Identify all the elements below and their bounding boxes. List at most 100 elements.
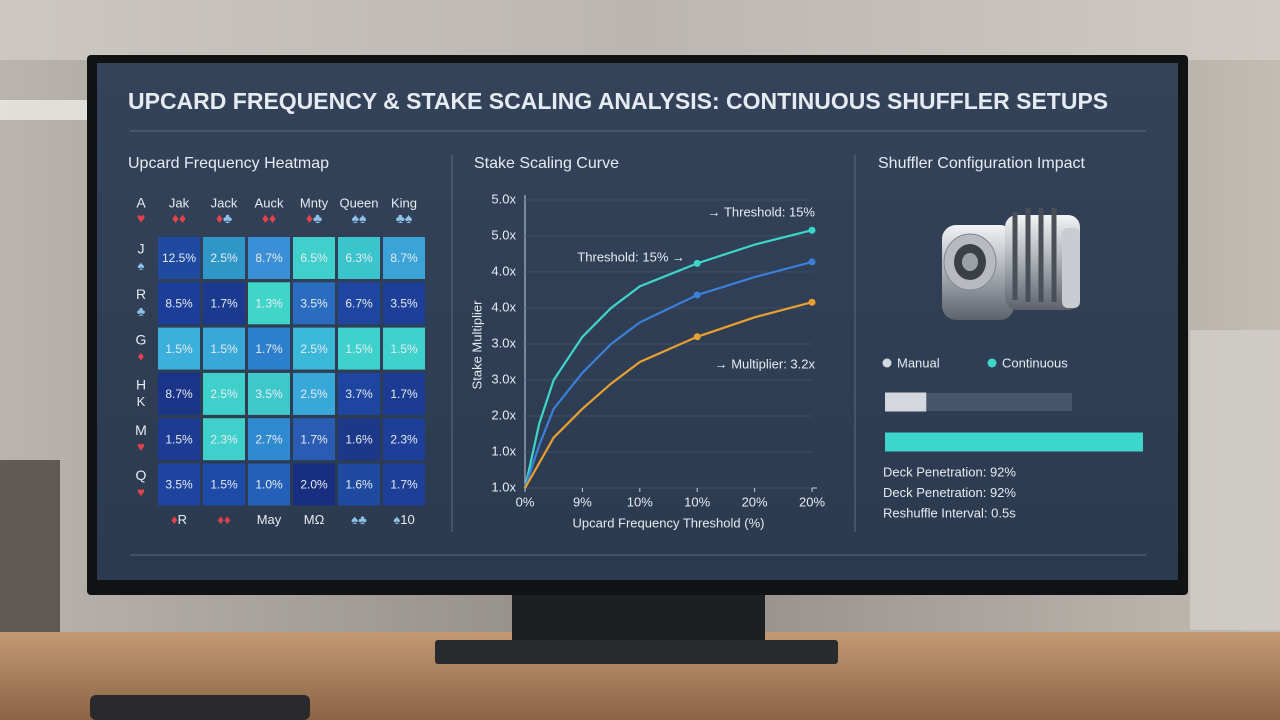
footer-label: May [257, 512, 282, 527]
monitor-base [435, 640, 838, 664]
cell-label: 2.5% [300, 387, 328, 401]
cell-label: 2.0% [300, 478, 328, 492]
x-tick-label: 0% [516, 494, 535, 509]
heatmap-cell [158, 372, 200, 415]
point-marker [693, 259, 701, 267]
cell-label: 6.5% [300, 251, 328, 265]
corner-label: A [136, 195, 146, 211]
panel-title: Shuffler Configuration Impact [878, 155, 1085, 172]
annotation: Threshold: 15% → [577, 249, 685, 264]
heatmap-cell [338, 372, 380, 415]
x-tick-label: 10% [684, 494, 710, 509]
cell-label: 8.7% [165, 387, 193, 401]
cell-label: 3.5% [165, 478, 193, 492]
column-suit: ♣♠ [396, 210, 413, 226]
legend-label: Manual [897, 355, 940, 370]
cell-label: 3.5% [255, 387, 283, 401]
heatmap-cell [293, 372, 335, 415]
cell-label: 6.7% [345, 296, 373, 310]
cell-label: 8.7% [390, 251, 418, 265]
row-label: Q [136, 467, 147, 483]
x-axis-label: Upcard Frequency Threshold (%) [573, 515, 765, 530]
column-label: Queen [339, 195, 378, 210]
monitor-neck [512, 585, 765, 647]
heatmap-cell [383, 327, 425, 370]
heatmap-cell [293, 282, 335, 325]
heatmap-cell [248, 237, 290, 279]
cell-label: 8.7% [255, 251, 283, 265]
heatmap-cell [293, 327, 335, 370]
cell-label: 1.6% [345, 432, 373, 446]
row-label: G [136, 331, 147, 347]
point-marker [693, 291, 701, 299]
ceiling [0, 0, 1280, 60]
cell-label: 1.5% [345, 342, 373, 356]
cell-label: 1.6% [345, 478, 373, 492]
cell-label: 2.5% [210, 387, 238, 401]
footer-label: MΩ [304, 512, 325, 527]
heatmap-cell [203, 463, 245, 506]
corner-suit: ♥ [137, 210, 145, 226]
point-marker [693, 333, 701, 341]
cell-label: 1.7% [390, 478, 418, 492]
heatmap-cell [293, 463, 335, 506]
heatmap-cell [383, 282, 425, 325]
y-tick-label: 4.0x [491, 299, 516, 314]
cell-label: 1.5% [210, 342, 238, 356]
row-label: M [135, 422, 147, 438]
row-suit: K [137, 394, 146, 409]
row-suit: ♦ [138, 349, 145, 364]
bar [885, 432, 1143, 452]
column-suit: ♠♠ [352, 210, 367, 226]
y-tick-label: 5.0x [491, 191, 516, 206]
heatmap-cell [338, 463, 380, 506]
column-suit: ♦♦ [262, 210, 276, 226]
line-series [523, 229, 813, 489]
cell-label: 1.0% [255, 478, 283, 492]
heatmap-cell [338, 418, 380, 461]
heatmap-cell [203, 327, 245, 370]
row-suit: ♥ [137, 440, 145, 455]
row-suit: ♥ [137, 485, 145, 500]
cell-label: 12.5% [162, 251, 196, 265]
heatmap-cell [158, 237, 200, 279]
y-tick-label: 2.0x [491, 407, 516, 422]
footer-label: ♠♣ [351, 512, 367, 527]
heatmap-cell [248, 463, 290, 506]
point-marker [808, 298, 816, 306]
heatmap-cell [158, 418, 200, 461]
footer-label: ♦R [171, 512, 187, 527]
heatmap-cell [248, 372, 290, 415]
point-marker [808, 258, 816, 266]
line-series [524, 301, 813, 489]
heatmap-cell [158, 327, 200, 370]
row-suit: ♠ [138, 258, 145, 273]
column-suit: ♦♣ [216, 210, 232, 226]
note: Deck Penetration: 92% [883, 485, 1016, 500]
column-label: Jak [169, 195, 190, 210]
cell-label: 8.5% [165, 296, 193, 310]
heatmap-cell [203, 237, 245, 279]
heatmap-cell [248, 418, 290, 461]
legend-swatch [987, 358, 997, 368]
heatmap-cell [383, 418, 425, 461]
cell-label: 3.5% [390, 296, 418, 310]
light [0, 100, 90, 120]
heatmap-cell [383, 372, 425, 415]
column-label: Mnty [300, 195, 329, 210]
cell-label: 2.5% [300, 342, 328, 356]
heatmap-cell [158, 282, 200, 325]
shuffler-image [942, 208, 1080, 320]
note: Deck Penetration: 92% [883, 464, 1016, 479]
bar [885, 392, 927, 412]
footer-label: ♠10 [393, 512, 414, 527]
heatmap-cell [338, 327, 380, 370]
cell-label: 6.3% [345, 251, 373, 265]
line-series [523, 260, 813, 489]
heatmap-cell [248, 327, 290, 370]
heatmap-cell [203, 282, 245, 325]
cell-label: 1.7% [210, 296, 238, 310]
column-suit: ♦♦ [172, 210, 186, 226]
heatmap-cell [203, 418, 245, 461]
